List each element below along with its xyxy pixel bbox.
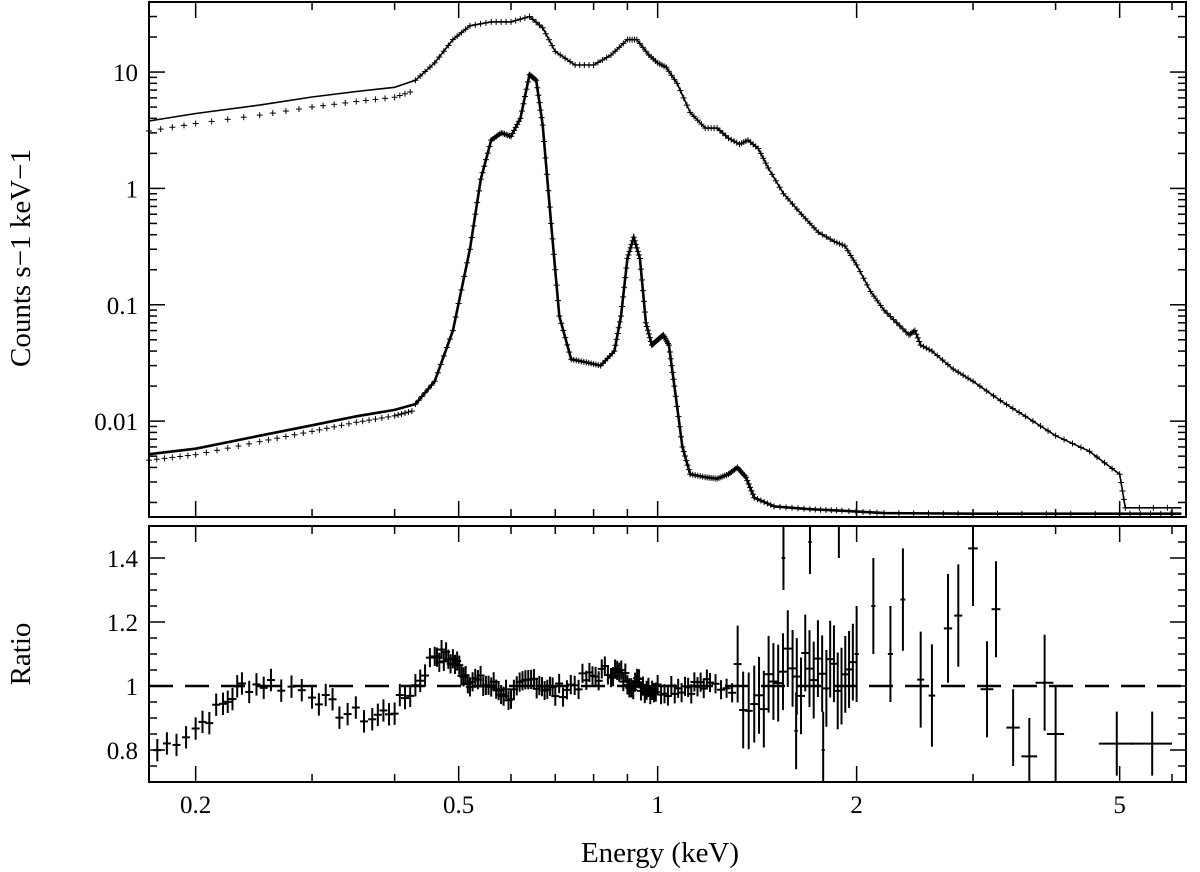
y-tick-label: 1 bbox=[126, 176, 139, 203]
ratio-y-tick-label: 1 bbox=[126, 674, 139, 701]
spectrum-model-line-1 bbox=[148, 15, 1182, 509]
spectrum-panel: 10 1 0.1 0.01 Counts s−1 keV−1 bbox=[5, 1, 1187, 518]
x-tick-label: 0.5 bbox=[443, 792, 474, 819]
y-tick-label: 0.01 bbox=[94, 409, 138, 436]
spectrum-y-axis-title: Counts s−1 keV−1 bbox=[5, 149, 37, 367]
y-tick-label: 10 bbox=[113, 60, 138, 87]
ratio-y-tick-label: 1.4 bbox=[107, 546, 139, 573]
spectrum-y-tick-labels: 10 1 0.1 0.01 bbox=[94, 60, 138, 436]
ratio-plot-frame bbox=[148, 525, 1187, 783]
y-tick-label: 0.1 bbox=[107, 293, 138, 320]
x-tick-label: 2 bbox=[850, 792, 863, 819]
energy-x-tick-labels: 0.2 0.5 1 2 5 bbox=[180, 792, 1126, 819]
ratio-panel: 1.4 1.2 1 0.8 0.2 0.5 1 2 5 Ratio Energy (keV) bbox=[5, 525, 1187, 869]
ratio-y-tick-labels: 1.4 1.2 1 0.8 bbox=[107, 546, 139, 765]
spectrum-model-line-2 bbox=[148, 72, 1182, 515]
spectrum-plot-frame bbox=[148, 1, 1187, 518]
spectrum-data-points-2 bbox=[146, 71, 1175, 517]
ratio-data-group bbox=[153, 525, 1172, 782]
energy-x-axis-title: Energy (keV) bbox=[581, 837, 739, 869]
ratio-y-axis-title: Ratio bbox=[5, 623, 37, 686]
ratio-y-tick-label: 1.2 bbox=[107, 610, 138, 637]
ratio-y-tick-label: 0.8 bbox=[107, 738, 138, 765]
spectrum-data-points-1 bbox=[146, 13, 1171, 511]
ratio-tick-marks bbox=[149, 525, 1186, 782]
spectrum-series-group bbox=[146, 13, 1182, 517]
spectrum-tick-marks bbox=[149, 2, 1186, 517]
x-tick-label: 1 bbox=[651, 792, 664, 819]
x-tick-label: 0.2 bbox=[180, 792, 211, 819]
x-tick-label: 5 bbox=[1113, 792, 1126, 819]
